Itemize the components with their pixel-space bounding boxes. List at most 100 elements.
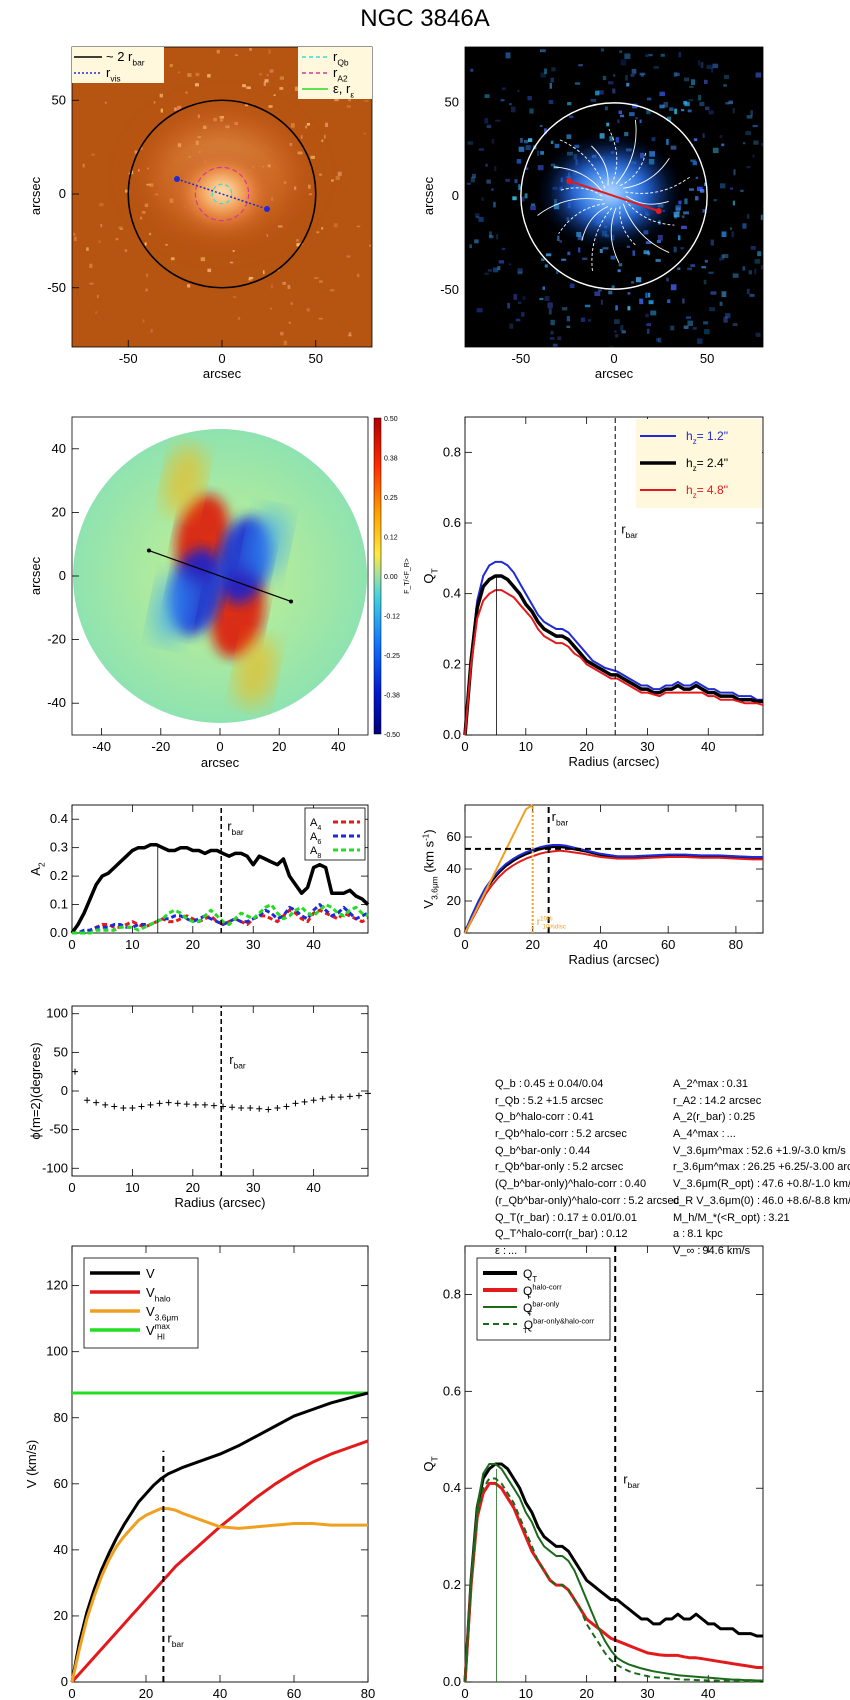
speckle [484,94,490,98]
speckle [544,264,548,268]
speckle [279,76,285,80]
speckle [89,263,93,268]
speckle [509,103,512,106]
x-tick-label: 30 [640,1686,654,1700]
speckle [670,325,675,331]
stats-value: 0.44 [568,1144,591,1157]
speckle [486,124,492,129]
legend-label-eps: ε, rε [333,81,354,100]
speckle [469,244,473,249]
speckle [187,73,192,77]
speckle [755,332,761,337]
speckle [602,75,607,81]
x-axis-label: arcsec [201,755,240,770]
speckle [466,182,471,185]
speckle [539,297,544,301]
stats-value: 52.6 +1.9/-3.0 km/s [751,1144,846,1157]
speckle [748,270,752,275]
phase-point [156,1100,163,1107]
speckle [91,153,96,156]
speckle [584,304,591,308]
speckle [517,268,523,273]
stats-column-left: Q_b :0.45 ± 0.04/0.04 r_Qb :5.2 +1.5 arcs… [495,1076,679,1260]
bar-segment [568,180,660,212]
speckle [732,200,736,206]
stats-value: 94.6 km/s [702,1244,751,1257]
speckle [73,232,76,236]
speckle [364,100,369,102]
y-tick-label: 0.2 [443,1577,461,1592]
stats-column-right: A_2^max :0.31 r_A2 :14.2 arcsec A_2(r_bar)… [673,1076,850,1260]
speckle [697,338,703,344]
phase-point [120,1105,127,1111]
bar-end-marker [655,208,662,214]
y-tick-label: 0.4 [443,586,461,601]
speckle [681,215,685,219]
legend-label: Vmax HI [146,1322,170,1341]
speckle [318,317,323,320]
speckle [598,289,602,292]
y-tick-label: 0 [452,188,459,203]
rbar-annotation: rbar [621,522,638,541]
y-tick-label: 0.3 [50,840,68,855]
speckle [599,248,603,253]
speckle [99,202,104,207]
stats-row: r_Qb^bar-only :5.2 arcsec [495,1159,670,1176]
speckle [683,100,688,105]
speckle [578,64,583,67]
phase-point [283,1103,290,1110]
speckle [544,296,550,301]
speckle [159,93,163,98]
y-axis-label: QT [421,568,440,583]
stats-value: ... [726,1128,736,1141]
y-tick-label: 40 [447,861,461,876]
x-tick-label: 20 [139,1686,153,1700]
speckle [731,231,735,238]
speckle [682,298,685,304]
speckle [696,186,703,192]
speckle [610,255,616,260]
speckle [708,271,714,274]
x-tick-label: -50 [119,351,138,366]
speckle [645,313,649,318]
speckle [273,94,276,97]
rvis-end-marker [264,206,270,212]
speckle [509,323,514,329]
speckle [520,137,523,143]
phase-point [210,1102,217,1109]
r10-annotation: r10% 10%disc [537,916,566,931]
stats-row: (r_Qb^bar-only)^halo-corr :5.2 arcsec [495,1193,679,1210]
phase-point [165,1099,172,1106]
speckle [722,254,729,259]
y-tick-label: -40 [47,695,66,710]
speckle [263,81,266,86]
phase-point [147,1101,154,1108]
force-contour [559,187,603,197]
galaxy-blue-glow [540,137,680,247]
speckle [491,138,495,144]
stats-row: Q_b^halo-corr :0.41 [495,1109,670,1126]
speckle [595,90,600,96]
speckle [567,102,572,106]
speckle [531,203,536,207]
speckle [721,231,727,237]
legend-label: A4 [310,817,321,832]
x-tick-label: 0 [216,739,223,754]
legend-label: V [146,1266,155,1281]
speckle [750,110,753,116]
speckle [249,48,252,51]
speckle [516,159,522,164]
speckle [685,316,692,319]
x-axis-label: Radius (arcsec) [568,952,659,967]
phase-point [247,1105,254,1111]
speckle [177,71,181,74]
speckle [608,290,613,295]
speckle [688,99,694,102]
speckle [659,91,666,97]
speckle [542,286,546,290]
x-tick-label: 20 [272,739,286,754]
stats-row: A_4^max :... [673,1126,833,1143]
qt-comparison-line [464,1477,763,1683]
speckle [248,278,252,281]
